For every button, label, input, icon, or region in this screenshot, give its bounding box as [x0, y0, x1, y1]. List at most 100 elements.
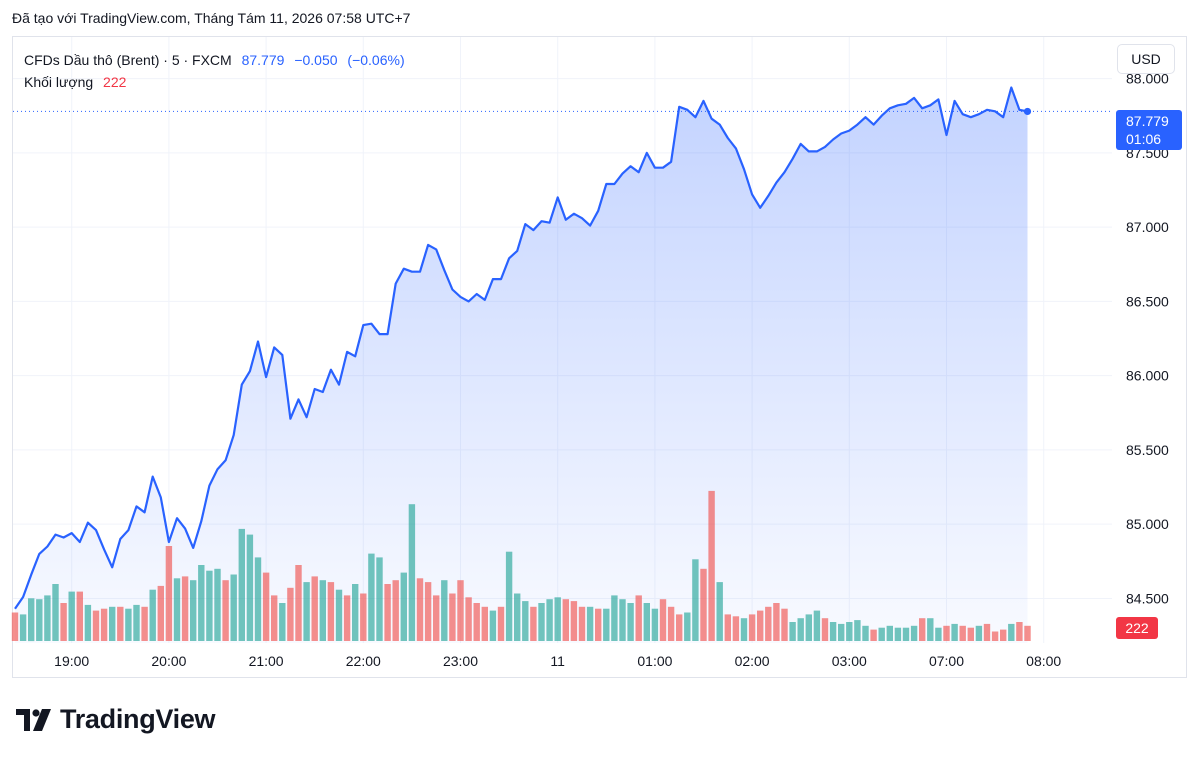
- time-axis[interactable]: 19:00 20:00 21:00 22:00 23:00 11 01:00 02:00 03:…: [54, 653, 1061, 669]
- volume-bar: [805, 614, 812, 641]
- price-change-value: −0.050: [294, 52, 338, 68]
- price-change-percent: (−0.06%): [347, 52, 405, 68]
- volume-bar: [343, 595, 351, 641]
- volume-bar: [433, 595, 440, 641]
- time-tick-label: 08:00: [1026, 653, 1061, 669]
- volume-bar: [311, 576, 318, 641]
- symbol-title[interactable]: CFDs Dầu thô (Brent) · 5 · FXCM: [24, 52, 232, 68]
- time-tick-label: 02:00: [735, 653, 770, 669]
- volume-bar: [862, 625, 869, 641]
- volume-bar: [927, 618, 934, 641]
- volume-bar: [1016, 622, 1023, 641]
- volume-bar: [854, 620, 861, 641]
- volume-bar: [287, 587, 294, 641]
- time-tick-label: 11: [550, 653, 565, 669]
- volume-bars: [11, 490, 1031, 642]
- volume-bar: [11, 612, 19, 641]
- volume-bar: [384, 584, 391, 641]
- volume-bar: [376, 557, 383, 641]
- volume-bar: [595, 608, 602, 641]
- volume-bar: [667, 606, 675, 641]
- volume-bar: [465, 597, 472, 641]
- volume-bar: [975, 625, 983, 641]
- volume-bar: [36, 599, 43, 641]
- volume-bar: [748, 614, 756, 641]
- volume-label[interactable]: Khối lượng: [24, 74, 94, 90]
- volume-bar: [700, 568, 707, 641]
- volume-bar: [991, 631, 999, 641]
- volume-bar: [538, 603, 545, 641]
- volume-bar: [230, 574, 237, 641]
- volume-bar: [959, 625, 966, 641]
- volume-bar: [60, 603, 67, 641]
- volume-bar: [303, 582, 310, 641]
- volume-bar: [659, 599, 667, 641]
- volume-bar: [757, 610, 764, 641]
- volume-bar: [497, 606, 505, 641]
- volume-bar: [214, 568, 221, 641]
- volume-bar: [514, 593, 521, 641]
- price-tick-label: 88.000: [1126, 71, 1169, 87]
- volume-bar: [416, 578, 424, 641]
- volume-bar: [773, 603, 780, 641]
- tradingview-logo[interactable]: TradingView: [16, 704, 216, 735]
- volume-bar: [19, 614, 27, 641]
- last-price-badge-price: 87.779: [1126, 113, 1169, 129]
- volume-bar: [522, 601, 529, 641]
- volume-bar: [109, 606, 116, 641]
- volume-bar: [586, 606, 594, 641]
- volume-bar: [603, 608, 610, 641]
- volume-bar: [505, 551, 513, 641]
- price-area-fill: [15, 87, 1028, 643]
- price-tick-label: 84.500: [1126, 590, 1169, 606]
- volume-bar: [692, 559, 699, 641]
- volume-bar: [886, 625, 893, 641]
- volume-bar: [943, 625, 950, 641]
- volume-bar: [951, 623, 958, 641]
- volume-bar: [870, 629, 877, 641]
- volume-bar: [149, 589, 156, 641]
- time-tick-label: 21:00: [249, 653, 284, 669]
- volume-bar: [319, 580, 326, 641]
- volume-bar: [44, 595, 51, 641]
- created-with-caption: Đã tạo với TradingView.com, Tháng Tám 11…: [12, 10, 411, 26]
- volume-badge: 222: [1116, 617, 1158, 639]
- price-tick-label: 87.000: [1126, 219, 1169, 235]
- tradingview-logo-icon: [16, 708, 51, 731]
- volume-bar: [765, 606, 772, 641]
- volume-bar: [724, 614, 731, 641]
- volume-bar: [562, 599, 569, 641]
- volume-bar: [878, 627, 885, 641]
- volume-bar: [246, 534, 254, 641]
- volume-bar: [262, 572, 270, 641]
- volume-bar: [489, 610, 497, 641]
- last-price-badge: 87.779 01:06: [1116, 110, 1182, 150]
- volume-bar: [400, 572, 407, 641]
- currency-button[interactable]: USD: [1117, 44, 1175, 74]
- volume-bar: [408, 504, 416, 641]
- volume-bar: [530, 606, 537, 641]
- volume-bar: [28, 598, 35, 642]
- volume-bar: [821, 618, 829, 641]
- volume-bar: [68, 591, 75, 641]
- volume-bar: [222, 580, 229, 641]
- time-tick-label: 22:00: [346, 653, 381, 669]
- volume-bar: [967, 627, 974, 641]
- volume-bar: [781, 608, 788, 641]
- volume-bar: [627, 603, 634, 641]
- volume-bar: [829, 622, 837, 641]
- volume-bar: [165, 546, 173, 641]
- time-tick-label: 01:00: [637, 653, 672, 669]
- price-axis[interactable]: 84.50085.00085.50086.00086.50087.00087.5…: [1126, 71, 1169, 607]
- bar-countdown: 01:06: [1126, 131, 1162, 147]
- volume-bar: [279, 603, 286, 641]
- volume-bar: [173, 578, 181, 641]
- volume-bar: [424, 582, 432, 641]
- volume-bar: [919, 618, 926, 641]
- volume-bar: [740, 618, 748, 641]
- volume-bar: [392, 580, 399, 641]
- volume-bar: [1000, 629, 1007, 641]
- volume-bar: [684, 612, 691, 641]
- volume-bar: [100, 608, 108, 641]
